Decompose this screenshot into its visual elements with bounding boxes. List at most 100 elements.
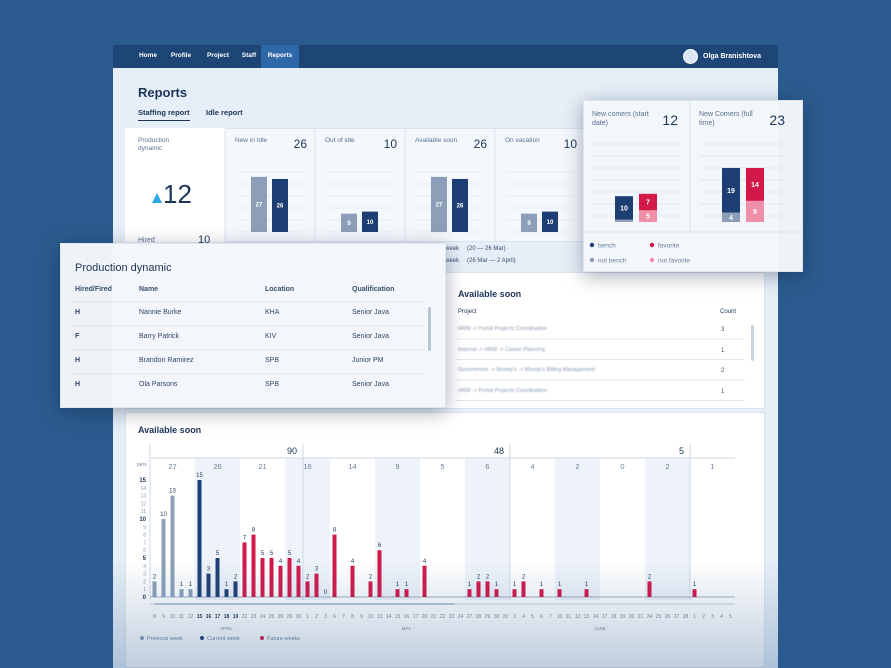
week-total: 2 <box>575 462 579 471</box>
bar-label: 13 <box>169 489 176 495</box>
table-cell: KIV <box>265 333 277 340</box>
card-bar <box>452 178 468 232</box>
x-tick-label: 25 <box>656 614 662 620</box>
bar-label: 2 <box>369 574 373 580</box>
x-tick-label: 28 <box>476 614 482 620</box>
bar-label: 1 <box>558 582 562 588</box>
y-tick-label: 3 <box>143 572 146 578</box>
nav-item[interactable]: Project <box>206 52 230 59</box>
x-tick-label: 21 <box>638 614 644 620</box>
bar-label: 1 <box>468 582 472 588</box>
y-label: pers <box>137 462 147 468</box>
tab[interactable]: Staffing report <box>138 109 190 121</box>
bar <box>170 495 175 597</box>
x-tick-label: 7 <box>342 614 345 620</box>
x-tick-label: 3 <box>324 614 327 620</box>
table-cell: Junior PM <box>352 357 384 364</box>
card-bar <box>272 178 288 232</box>
row-count: 3 <box>721 327 725 333</box>
card-bar-label: 27 <box>256 202 263 208</box>
bar-label: 1 <box>396 582 400 588</box>
legend-dot <box>589 242 595 248</box>
nav-item[interactable]: Staff <box>241 52 257 59</box>
bar-label: 15 <box>196 473 203 479</box>
bar-label: 2 <box>477 574 481 580</box>
x-tick-label: 15 <box>395 614 401 620</box>
bar <box>332 534 337 597</box>
x-tick-label: 24 <box>260 614 266 620</box>
bar <box>422 565 427 597</box>
bar <box>161 519 166 597</box>
bar <box>251 534 256 597</box>
x-tick-label: 10 <box>170 614 176 620</box>
row-project: Government -> Moody's -> Moody's Billing… <box>458 367 595 373</box>
summary-sub-value: 10 <box>198 234 211 246</box>
y-tick-label: 9 <box>143 525 146 531</box>
bar-label: 5 <box>261 551 265 557</box>
bar <box>485 581 490 597</box>
card-bar-label: 27 <box>436 202 443 208</box>
nav-item[interactable]: Profile <box>170 52 192 59</box>
legend-dot <box>200 636 204 640</box>
card-bar-label: 9 <box>527 221 531 227</box>
legend-dot <box>589 257 595 263</box>
bar <box>494 589 499 597</box>
tab[interactable]: Idle report <box>206 108 243 117</box>
week-total: 9 <box>395 462 399 471</box>
week-range: (26 Mar — 2 April) <box>467 258 516 264</box>
card-title: Out of idle <box>325 137 355 144</box>
week-label: week <box>445 258 460 264</box>
bar-label: 1 <box>189 582 193 588</box>
nav-item[interactable]: Reports <box>267 52 293 59</box>
x-tick-label: 30 <box>296 614 302 620</box>
y-tick-label: 13 <box>140 494 146 500</box>
bar-label: 1 <box>225 582 229 588</box>
bar <box>539 589 544 597</box>
table-cell: SPB <box>265 381 280 388</box>
week-range: (20 — 26 Mar) <box>467 246 506 252</box>
x-tick-label: 11 <box>179 614 184 620</box>
bar <box>296 565 301 597</box>
y-tick-label: 7 <box>143 540 146 546</box>
table-cell: H <box>75 357 81 364</box>
bar <box>179 589 184 597</box>
week-total: 27 <box>168 462 176 471</box>
x-tick-label: 23 <box>449 614 455 620</box>
month-label: MAY <box>402 626 411 631</box>
week-total: 2 <box>665 462 669 471</box>
col-header: Location <box>265 286 295 293</box>
y-tick-label: 0 <box>143 595 147 601</box>
bar-label: 3 <box>207 567 211 573</box>
bar-label: 2 <box>486 574 490 580</box>
table-cell: Senior Java <box>352 309 389 316</box>
week-total: 0 <box>620 462 624 471</box>
bar <box>224 589 229 597</box>
user-name[interactable]: Olga Branishtova <box>703 53 761 60</box>
bar-label: 5 <box>216 551 220 557</box>
col-header: Hired/Fired <box>75 286 112 293</box>
table-cell: F <box>75 333 80 340</box>
y-tick-label: 14 <box>140 486 146 492</box>
summary-sub-label: Hired <box>138 237 155 244</box>
nav-item[interactable]: Home <box>138 52 158 59</box>
panel-total: 12 <box>662 112 678 128</box>
table-cell: Senior Java <box>352 333 389 340</box>
bar <box>197 480 202 597</box>
bar-label: 5 <box>288 551 292 557</box>
segment-label: 19 <box>727 188 735 195</box>
bar <box>269 558 274 597</box>
y-tick-label: 6 <box>143 548 146 554</box>
bar-label: 2 <box>234 574 238 580</box>
x-tick-label: 10 <box>557 614 563 620</box>
x-tick-label: 19 <box>620 614 626 620</box>
popup-title: Production dynamic <box>75 262 172 274</box>
week-shade <box>645 458 690 600</box>
x-tick-label: 15 <box>197 614 203 620</box>
bar <box>188 589 193 597</box>
card-bar <box>341 213 357 232</box>
y-tick-label: 15 <box>139 478 146 484</box>
bar-label: 1 <box>495 582 499 588</box>
table-cell: SPB <box>265 357 280 364</box>
